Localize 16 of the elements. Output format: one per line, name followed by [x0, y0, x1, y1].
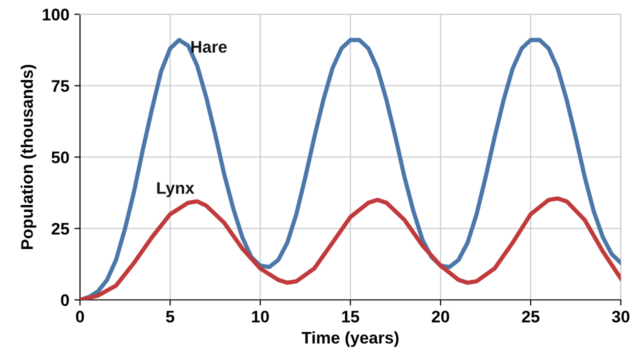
y-tick-label: 75 — [52, 80, 70, 92]
series-label: Lynx — [157, 182, 194, 198]
y-tick-label: 100 — [42, 8, 69, 20]
y-tick-label: 50 — [52, 151, 69, 164]
x-tick-label: 5 — [166, 310, 174, 323]
x-tick-label: 20 — [432, 310, 450, 323]
y-tick-label: 25 — [52, 222, 70, 235]
y-tick-label: 0 — [60, 294, 69, 306]
x-tick-label: 30 — [612, 310, 630, 323]
x-tick-label: 10 — [252, 310, 269, 323]
series-label: Hare — [191, 41, 227, 53]
y-axis-title: Population (thousands) — [20, 64, 36, 250]
x-tick-label: 25 — [522, 310, 540, 323]
x-tick-label: 15 — [342, 310, 360, 323]
x-axis-title: Time (years) — [302, 331, 399, 347]
x-tick-label: 0 — [76, 310, 84, 323]
